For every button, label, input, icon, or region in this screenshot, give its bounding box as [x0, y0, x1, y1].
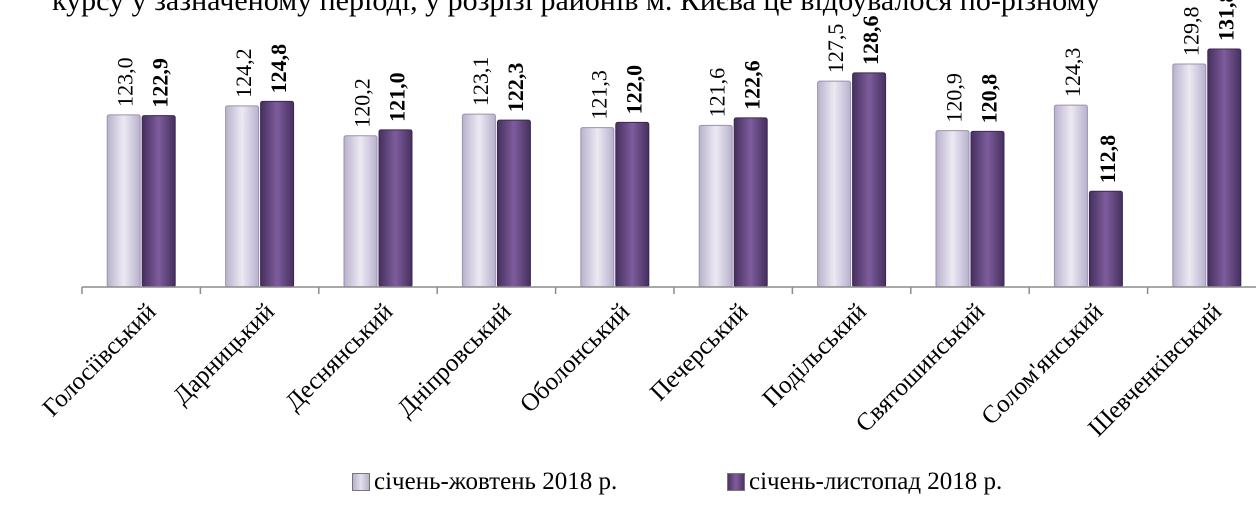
data-label-series-2: 122,0	[621, 65, 646, 115]
data-label-series-1: 121,3	[586, 70, 611, 120]
bar-series-1	[343, 135, 378, 288]
data-label-series-2: 122,9	[148, 58, 173, 108]
bar-series-1	[935, 130, 970, 288]
data-label-series-2: 112,8	[1095, 135, 1120, 183]
bar-series-2	[141, 115, 176, 288]
category-label: Солом'янський	[976, 298, 1108, 430]
bar-series-2	[615, 121, 650, 288]
data-label-series-1: 121,6	[705, 68, 730, 118]
bar-series-2	[852, 72, 887, 288]
bar-series-2	[496, 119, 531, 288]
bar-series-1	[106, 114, 141, 288]
data-label-series-2: 131,8	[1213, 0, 1238, 41]
legend-label-series-2: січень-листопад 2018 р.	[749, 468, 1003, 495]
bar-series-1	[461, 113, 496, 288]
bar-series-2	[378, 129, 413, 288]
data-label-series-1: 124,3	[1060, 48, 1085, 98]
data-label-series-1: 124,2	[231, 48, 256, 98]
data-label-series-1: 129,8	[1178, 6, 1203, 56]
bar-series-2	[970, 130, 1005, 288]
data-label-series-1: 123,1	[468, 57, 493, 107]
category-label: Подільський	[757, 298, 871, 412]
data-label-series-1: 127,5	[823, 24, 848, 74]
data-label-series-1: 120,2	[350, 78, 375, 128]
data-label-series-2: 122,6	[740, 60, 765, 110]
bar-series-2	[260, 100, 295, 288]
data-label-series-1: 123,0	[113, 57, 138, 107]
category-label: Оболонський	[515, 298, 635, 418]
legend-item-series-2: січень-листопад 2018 р.	[727, 468, 1002, 496]
bar-series-1	[1053, 104, 1088, 288]
data-label-series-2: 128,6	[858, 15, 883, 65]
legend-swatch-series-2	[727, 473, 745, 491]
bar-series-1	[225, 105, 260, 288]
category-label: Голосіївський	[38, 298, 162, 422]
category-label: Деснянський	[280, 298, 398, 416]
data-label-series-2: 121,0	[385, 72, 410, 122]
bar-series-1	[698, 124, 733, 288]
bar-series-1	[1172, 63, 1207, 288]
bar-chart: 123,0 122,9 124,2 124,8 120,2 121,0 123,1 122,3…	[38, 0, 1256, 442]
category-label: Святошинський	[851, 298, 990, 437]
top-text-fragment: курсу у зазначеному періоді, у розрізі р…	[52, 0, 1101, 17]
bar-series-1	[817, 80, 852, 288]
data-label-series-2: 122,3	[503, 63, 528, 113]
legend-label-series-1: січень-жовтень 2018 р.	[374, 468, 618, 495]
bar-series-2	[1088, 190, 1123, 288]
bar-series-2	[733, 117, 768, 288]
data-label-series-2: 124,8	[266, 44, 291, 94]
legend: січень-жовтень 2018 р. січень-листопад 2…	[0, 468, 1256, 504]
bar-series-2	[1207, 48, 1242, 288]
legend-swatch-series-1	[352, 473, 370, 491]
data-label-series-1: 120,9	[942, 73, 967, 123]
data-label-series-2: 120,8	[977, 74, 1002, 124]
category-label: Дарницький	[168, 298, 280, 410]
legend-item-series-1: січень-жовтень 2018 р.	[352, 468, 617, 496]
bar-series-1	[580, 127, 615, 288]
category-label: Дніпровський	[392, 298, 516, 422]
category-label: Печерський	[645, 298, 753, 406]
